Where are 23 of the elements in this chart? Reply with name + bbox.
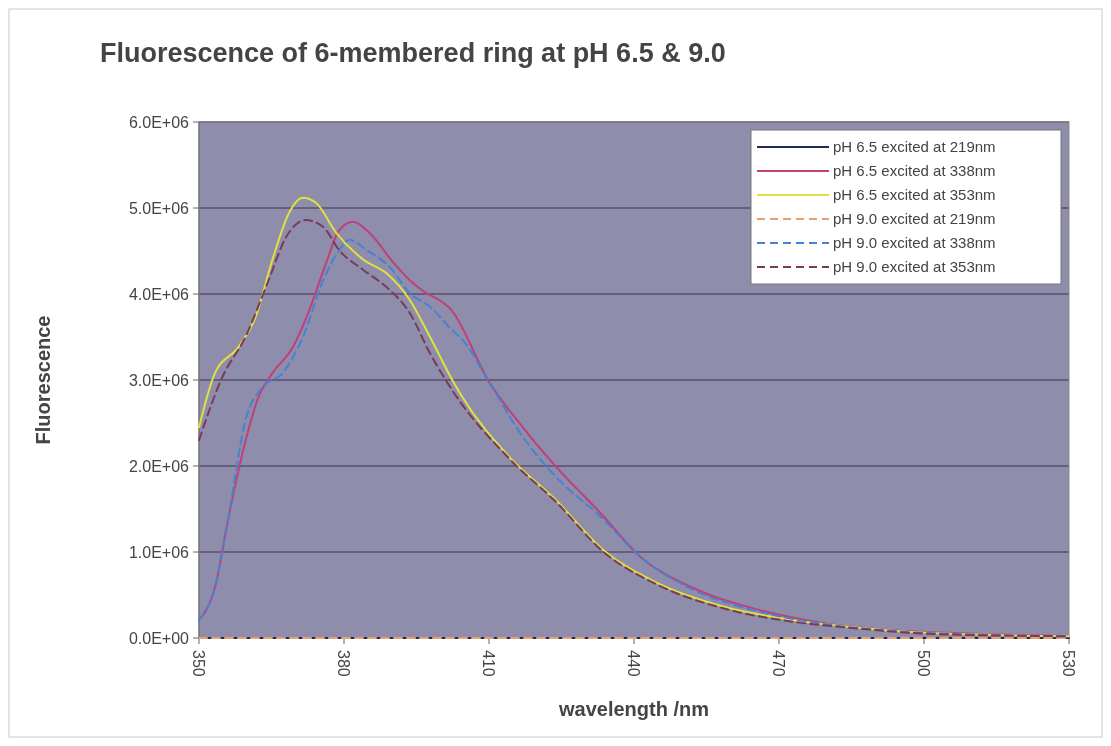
y-tick-label: 3.0E+06 (128, 371, 190, 389)
y-tick-label: 5.0E+06 (128, 199, 190, 217)
legend-label: pH 9.0 excited at 353nm (833, 258, 996, 276)
y-tick-label: 4.0E+06 (128, 285, 190, 303)
x-tick-label: 530 (1060, 650, 1078, 677)
x-tick-label: 440 (625, 650, 643, 677)
legend-label: pH 6.5 excited at 353nm (833, 186, 996, 204)
y-tick-label: 6.0E+06 (128, 113, 190, 131)
y-tick-label: 1.0E+06 (128, 543, 190, 561)
y-axis-title: Fluorescence (32, 315, 54, 445)
chart-title: Fluorescence of 6-membered ring at pH 6.5 & 9.0 (100, 38, 726, 68)
x-tick-label: 470 (770, 650, 788, 677)
y-tick-label: 2.0E+06 (128, 457, 190, 475)
x-tick-label: 380 (335, 650, 353, 677)
y-tick-label: 0.0E+00 (128, 629, 190, 647)
legend-label: pH 9.0 excited at 219nm (833, 210, 996, 228)
x-tick-label: 500 (915, 650, 933, 677)
x-axis-title: wavelength /nm (557, 698, 710, 720)
legend-label: pH 9.0 excited at 338nm (833, 234, 996, 252)
legend-label: pH 6.5 excited at 338nm (833, 162, 996, 180)
x-tick-label: 410 (480, 650, 498, 677)
x-tick-label: 350 (190, 650, 208, 677)
legend-label: pH 6.5 excited at 219nm (833, 138, 996, 156)
